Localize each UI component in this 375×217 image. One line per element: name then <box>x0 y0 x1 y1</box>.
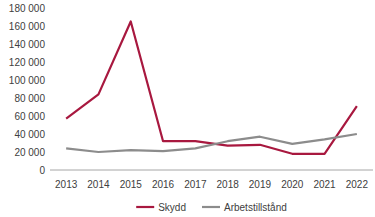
series-line <box>66 22 357 154</box>
x-tick-label: 2016 <box>152 179 175 190</box>
plot-area <box>66 22 357 154</box>
chart: 0 20 000 40 000 60 000 80 000 100 000 120 000 1… <box>0 0 375 217</box>
x-axis <box>50 170 373 171</box>
y-tick-label: 0 <box>39 165 45 176</box>
series-line <box>66 134 357 152</box>
y-tick-label: 20 000 <box>14 147 45 158</box>
x-tick-label: 2014 <box>87 179 110 190</box>
y-tick-label: 160 000 <box>9 21 46 32</box>
legend-label: Arbetstillstånd <box>224 202 287 213</box>
legend-swatch <box>202 206 220 208</box>
y-tick-label: 80 000 <box>14 93 45 104</box>
y-tick-label: 60 000 <box>14 111 45 122</box>
y-tick-label: 120 000 <box>9 57 46 68</box>
y-tick-label: 140 000 <box>9 39 46 50</box>
y-tick-label: 180 000 <box>9 3 46 14</box>
x-tick-label: 2021 <box>313 179 336 190</box>
legend: Skydd Arbetstillstånd <box>136 202 287 213</box>
legend-item: Arbetstillstånd <box>202 202 287 213</box>
legend-label: Skydd <box>158 202 186 213</box>
x-tick-label: 2013 <box>55 179 78 190</box>
x-tick-label: 2017 <box>184 179 207 190</box>
legend-item: Skydd <box>136 202 186 213</box>
x-tick-label: 2020 <box>281 179 304 190</box>
x-tick-label: 2022 <box>346 179 369 190</box>
legend-swatch <box>136 206 154 208</box>
x-tick-label: 2019 <box>249 179 272 190</box>
y-tick-label: 40 000 <box>14 129 45 140</box>
y-tick-label: 100 000 <box>9 75 46 86</box>
x-tick-label: 2018 <box>217 179 240 190</box>
x-tick-label: 2015 <box>120 179 143 190</box>
